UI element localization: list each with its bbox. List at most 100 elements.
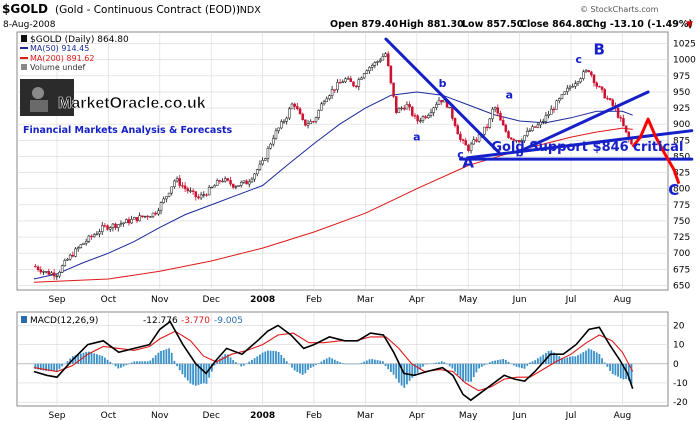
price-candle-body: [154, 212, 157, 215]
macd-y-tick-label: 20: [673, 321, 685, 331]
price-candle-body: [84, 241, 88, 244]
marketoracle-logo: MarketOracle.co.uk Financial Markets Ana…: [20, 79, 233, 136]
macd-histogram-bar: [381, 361, 384, 364]
price-candle-body: [125, 219, 128, 224]
price-candle-body: [143, 215, 147, 218]
macd-histogram-bar: [523, 363, 526, 369]
legend-price-swatch: [21, 35, 27, 42]
price-candle-body: [606, 97, 609, 100]
price-candle-body: [202, 194, 206, 196]
macd-histogram-bar: [53, 363, 56, 372]
price-candle-body: [269, 143, 272, 149]
quote-open: Open 879.40: [330, 19, 398, 30]
price-candle-body: [429, 112, 433, 116]
macd-histogram-bar: [101, 355, 104, 364]
price-candle-body: [400, 107, 403, 110]
macd-histogram-bar: [451, 363, 454, 369]
price-candle-body: [507, 131, 510, 139]
macd-histogram-bar: [277, 352, 280, 364]
price-candle-body: [186, 188, 190, 192]
macd-histogram-bar: [323, 359, 325, 364]
price-candle-body: [229, 180, 232, 185]
price-candle-body: [560, 94, 564, 99]
price-y-tick-label: 975: [673, 72, 690, 82]
price-candle-body: [162, 198, 165, 203]
price-y-tick-label: 1025: [673, 40, 696, 50]
macd-histogram-bar: [344, 363, 347, 365]
price-candle-body: [512, 138, 516, 141]
macd-histogram-bar: [160, 350, 162, 364]
macd-histogram-bar: [106, 359, 109, 364]
macd-histogram-bar: [63, 363, 66, 365]
projection-line: [631, 117, 681, 185]
price-candle-body: [320, 103, 323, 111]
price-candle-body: [509, 137, 513, 140]
wave-sublabel: b: [439, 77, 447, 90]
macd-y-tick-label: 0: [673, 360, 679, 370]
price-candle-body: [290, 103, 294, 110]
price-candle-body: [451, 106, 454, 119]
macd-line: [33, 320, 634, 402]
macd-histogram-bar: [472, 363, 475, 378]
price-candle-body: [309, 121, 312, 125]
macd-histogram-bar: [534, 360, 537, 364]
macd-legend-v1: -12.776: [143, 316, 178, 326]
macd-x-tick-label: Jun: [512, 411, 527, 421]
macd-histogram-bar: [301, 363, 304, 375]
price-candle-body: [397, 108, 401, 113]
macd-histogram-bar: [542, 354, 545, 364]
price-x-tick-label: Apr: [409, 295, 425, 305]
price-candle-body: [111, 223, 115, 228]
macd-histogram-bar: [66, 361, 69, 364]
price-candle-body: [138, 215, 141, 222]
macd-histogram-bar: [520, 363, 523, 369]
macd-histogram-bar: [165, 349, 168, 364]
macd-histogram-bar: [416, 363, 419, 373]
price-candle-body: [247, 181, 251, 185]
macd-histogram-bar: [58, 363, 61, 369]
macd-histogram-bar: [398, 363, 400, 383]
macd-histogram-bar: [176, 363, 178, 367]
macd-histogram-bar: [587, 348, 590, 364]
macd-histogram-bar: [595, 352, 598, 364]
macd-histogram-bar: [408, 363, 411, 381]
macd-histogram-bar: [39, 363, 42, 370]
price-candle-body: [579, 78, 582, 83]
macd-histogram-bar: [272, 350, 275, 364]
macd-histogram-bar: [561, 357, 563, 364]
price-candle-body: [381, 56, 385, 61]
price-candle-body: [576, 81, 580, 84]
macd-y-tick-label: -20: [673, 398, 688, 408]
macd-histogram-bar: [574, 356, 577, 364]
price-candle-body: [256, 169, 259, 175]
price-candle-body: [574, 83, 577, 87]
price-candle-body: [392, 82, 395, 97]
macd-histogram-bar: [464, 363, 467, 382]
macd-histogram-bar: [170, 352, 173, 364]
price-candle-body: [541, 120, 545, 123]
macd-x-axis: Sep Oct Nov Dec 2008 Feb Mar Apr May Jun Jul Aug: [49, 411, 632, 421]
price-x-tick-label: Feb: [306, 295, 322, 305]
macd-histogram-bar: [414, 363, 416, 376]
macd-histogram-bar: [130, 362, 133, 364]
price-candle-body: [435, 104, 438, 109]
macd-histogram-bar: [360, 362, 363, 364]
price-candle-body: [317, 109, 320, 118]
price-candle-body: [563, 91, 566, 95]
price-y-axis: 650 675 700 725 750 775 800 825 850 875 900 925 950 9…: [673, 40, 696, 292]
price-candle-body: [483, 126, 486, 135]
macd-histogram-bar: [221, 356, 224, 364]
price-candle-body: [221, 180, 224, 183]
macd-y-axis: -20 -10 0 10 20: [673, 321, 688, 408]
price-candle-body: [239, 182, 243, 186]
macd-histogram-bar: [173, 360, 176, 364]
price-y-tick-label: 850: [673, 152, 690, 162]
price-candle-body: [424, 116, 427, 119]
legend-ma200: MA(200) 891.62: [30, 54, 94, 63]
price-candle-body: [60, 265, 64, 273]
price-candle-body: [523, 135, 526, 141]
price-candle-body: [314, 117, 318, 122]
macd-histogram-bar: [259, 354, 261, 364]
price-candle-body: [611, 99, 614, 106]
macd-histogram-bar: [475, 363, 478, 373]
